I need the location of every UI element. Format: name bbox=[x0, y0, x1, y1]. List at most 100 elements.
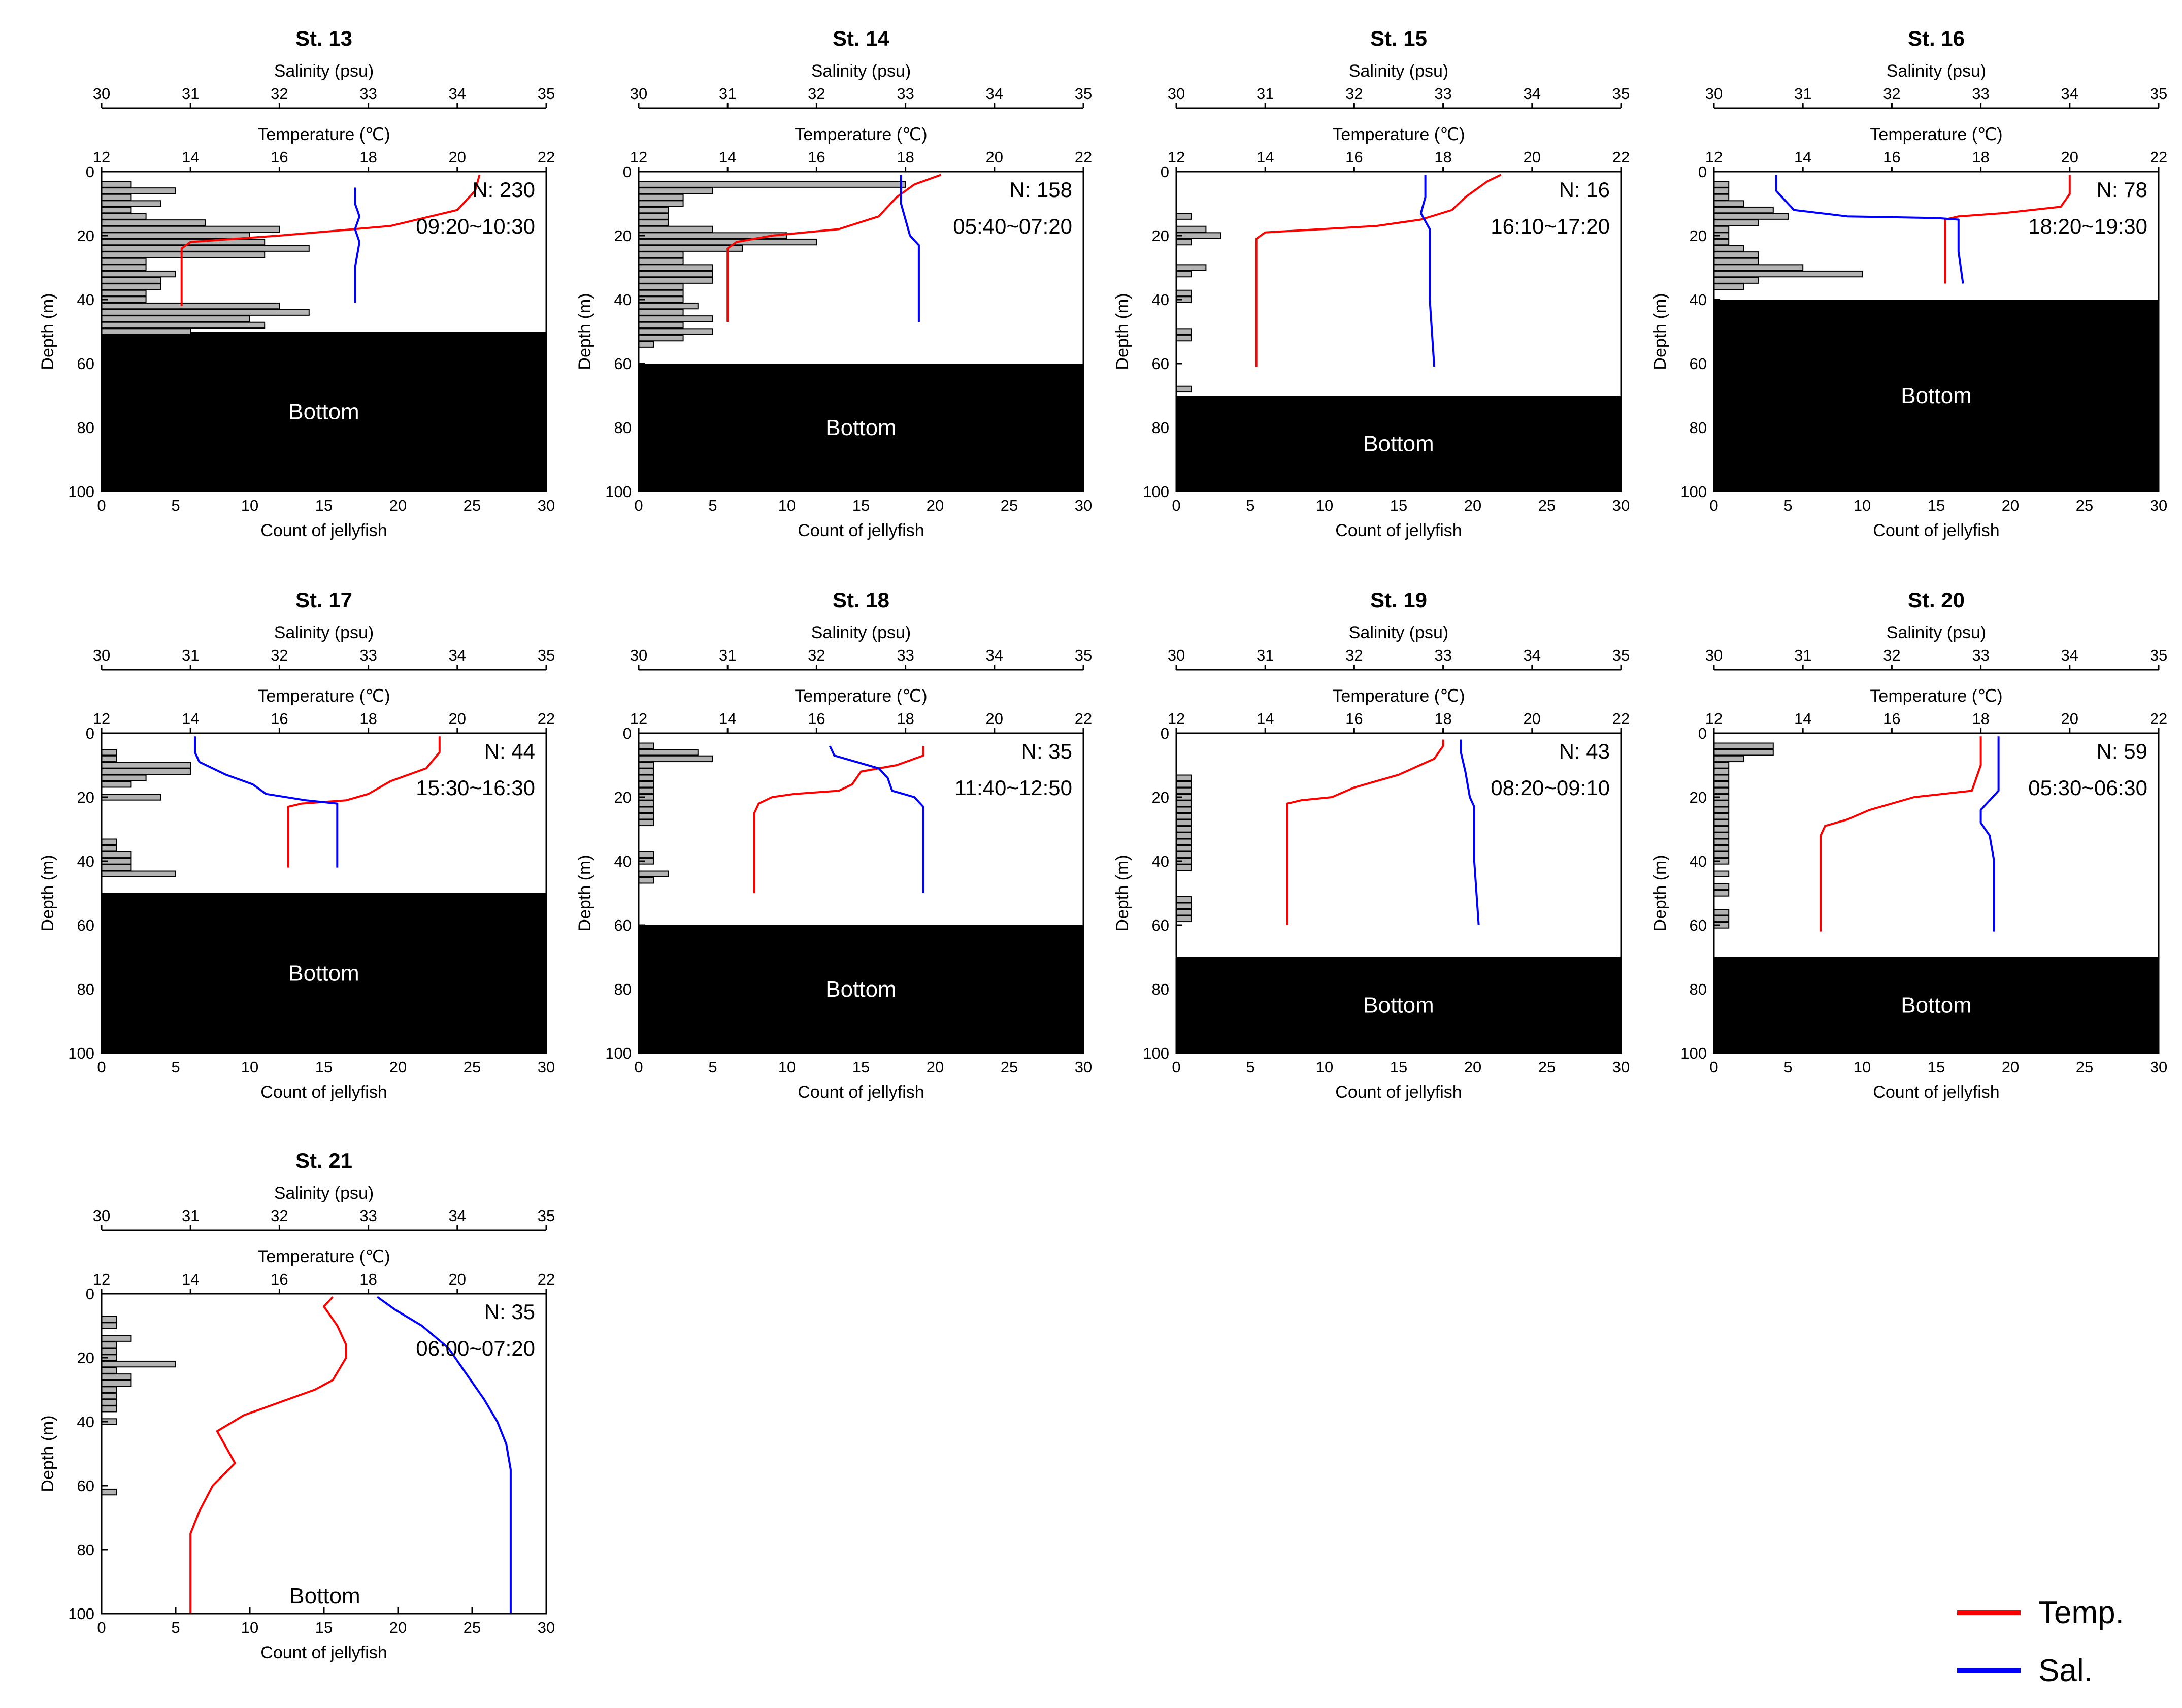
count-bar bbox=[638, 200, 684, 207]
count-bar bbox=[1176, 909, 1192, 916]
salinity-tick-label: 31 bbox=[182, 646, 199, 664]
count-bar bbox=[101, 245, 310, 252]
salinity-line bbox=[1419, 175, 1436, 367]
count-bar bbox=[638, 334, 684, 342]
salinity-tick-label: 30 bbox=[630, 646, 647, 664]
panel-title: St. 15 bbox=[1370, 26, 1427, 50]
count-bar bbox=[101, 1386, 117, 1393]
salinity-tick-label: 32 bbox=[808, 85, 825, 103]
count-bar bbox=[638, 774, 654, 781]
time-range-label: 18:20~19:30 bbox=[2028, 214, 2147, 238]
salinity-tick-label: 32 bbox=[271, 85, 288, 103]
count-bar bbox=[638, 213, 669, 220]
temperature-tick-label: 20 bbox=[1524, 148, 1541, 166]
salinity-tick-label: 33 bbox=[1972, 646, 1989, 664]
count-bar bbox=[1176, 334, 1192, 342]
panel-19: Bottom 0 5 10 15 20 25 30 Count of jellyfish 0 20 4… bbox=[1113, 588, 1630, 1102]
bottom-label: Bottom bbox=[289, 1584, 360, 1608]
salinity-axis-label: Salinity (psu) bbox=[1887, 623, 1987, 642]
count-bar bbox=[1713, 219, 1759, 226]
sample-count-label: N: 16 bbox=[1559, 178, 1610, 202]
count-tick-label: 10 bbox=[1316, 497, 1333, 514]
count-tick-label: 15 bbox=[315, 497, 333, 514]
salinity-tick-label: 35 bbox=[538, 85, 555, 103]
sample-count-label: N: 43 bbox=[1559, 739, 1610, 763]
panel-14: Bottom 0 5 10 15 20 25 30 Count of jellyfish 0 20 4… bbox=[575, 26, 1092, 540]
temperature-axis-label: Temperature (℃) bbox=[1332, 125, 1465, 144]
bottom-block bbox=[1714, 957, 2159, 1053]
panel-title: St. 19 bbox=[1370, 588, 1427, 612]
temperature-axis-label: Temperature (℃) bbox=[257, 686, 390, 706]
depth-tick-label: 0 bbox=[86, 1285, 94, 1303]
salinity-tick-label: 35 bbox=[1612, 85, 1630, 103]
salinity-tick-label: 33 bbox=[1972, 85, 1989, 103]
count-bar bbox=[638, 341, 654, 348]
count-bar bbox=[1713, 826, 1730, 833]
temperature-tick-label: 22 bbox=[2150, 148, 2167, 166]
bottom-block bbox=[639, 925, 1083, 1053]
count-bar bbox=[638, 870, 669, 877]
temperature-tick-label: 14 bbox=[182, 710, 199, 728]
temperature-tick-label: 14 bbox=[1794, 710, 1811, 728]
depth-tick-label: 100 bbox=[68, 483, 94, 501]
depth-tick-label: 0 bbox=[1161, 163, 1169, 181]
count-bar bbox=[101, 794, 161, 801]
count-bar bbox=[1713, 270, 1863, 278]
count-bar bbox=[638, 238, 817, 246]
panel-15: Bottom 0 5 10 15 20 25 30 Count of jellyfish 0 20 4… bbox=[1113, 26, 1630, 540]
count-bar bbox=[1176, 232, 1221, 239]
depth-tick-label: 80 bbox=[77, 1541, 94, 1559]
temperature-tick-label: 18 bbox=[897, 148, 914, 166]
depth-tick-label: 100 bbox=[68, 1044, 94, 1062]
count-bar bbox=[1713, 749, 1774, 756]
panel-title: St. 13 bbox=[295, 26, 352, 50]
temperature-tick-label: 12 bbox=[93, 710, 110, 728]
count-bar bbox=[101, 1399, 117, 1406]
salinity-tick-label: 32 bbox=[1883, 85, 1900, 103]
y-axis-label: Depth (m) bbox=[575, 293, 594, 370]
count-bar bbox=[638, 257, 684, 265]
temperature-tick-label: 14 bbox=[1794, 148, 1811, 166]
temperature-tick-label: 16 bbox=[271, 148, 288, 166]
count-tick-label: 10 bbox=[241, 497, 258, 514]
count-tick-label: 15 bbox=[315, 1058, 333, 1076]
time-range-label: 09:20~10:30 bbox=[416, 214, 535, 238]
depth-tick-label: 20 bbox=[1152, 789, 1169, 806]
count-bar bbox=[101, 1316, 117, 1323]
count-bar bbox=[101, 1341, 117, 1349]
depth-tick-label: 100 bbox=[605, 483, 632, 501]
salinity-tick-label: 31 bbox=[182, 85, 199, 103]
sample-count-label: N: 35 bbox=[484, 1300, 535, 1324]
count-bar bbox=[638, 206, 669, 214]
count-tick-label: 15 bbox=[1928, 1058, 1945, 1076]
count-tick-label: 30 bbox=[2150, 497, 2167, 514]
temperature-axis-label: Temperature (℃) bbox=[1332, 686, 1465, 706]
count-bar bbox=[1176, 774, 1192, 781]
count-tick-label: 10 bbox=[1316, 1058, 1333, 1076]
chart-panels: Bottom 0 5 10 15 20 25 30 Count of jellyfish 0 20 4… bbox=[38, 26, 2167, 1662]
count-bar bbox=[1176, 800, 1192, 807]
count-bar bbox=[638, 328, 713, 335]
y-axis-label: Depth (m) bbox=[38, 1415, 57, 1492]
salinity-tick-label: 32 bbox=[1345, 85, 1363, 103]
count-bar bbox=[1176, 806, 1192, 813]
count-tick-label: 0 bbox=[634, 497, 643, 514]
temperature-tick-label: 16 bbox=[271, 710, 288, 728]
count-bar bbox=[1176, 328, 1192, 335]
depth-tick-label: 0 bbox=[1698, 725, 1707, 742]
salinity-tick-label: 30 bbox=[1168, 85, 1185, 103]
depth-tick-label: 20 bbox=[77, 789, 94, 806]
count-bar bbox=[638, 225, 713, 233]
count-bar bbox=[1713, 181, 1730, 188]
count-bar bbox=[101, 277, 161, 284]
temperature-line bbox=[1255, 174, 1502, 367]
temperature-axis-label: Temperature (℃) bbox=[1870, 686, 2002, 706]
x-axis-label: Count of jellyfish bbox=[798, 1082, 924, 1102]
count-tick-label: 0 bbox=[1172, 497, 1180, 514]
count-tick-label: 25 bbox=[1001, 1058, 1018, 1076]
time-range-label: 06:00~07:20 bbox=[416, 1336, 535, 1360]
depth-tick-label: 20 bbox=[1690, 789, 1707, 806]
temperature-tick-label: 16 bbox=[1345, 710, 1363, 728]
count-bar bbox=[1176, 832, 1192, 839]
panel-title: St. 20 bbox=[1908, 588, 1965, 612]
